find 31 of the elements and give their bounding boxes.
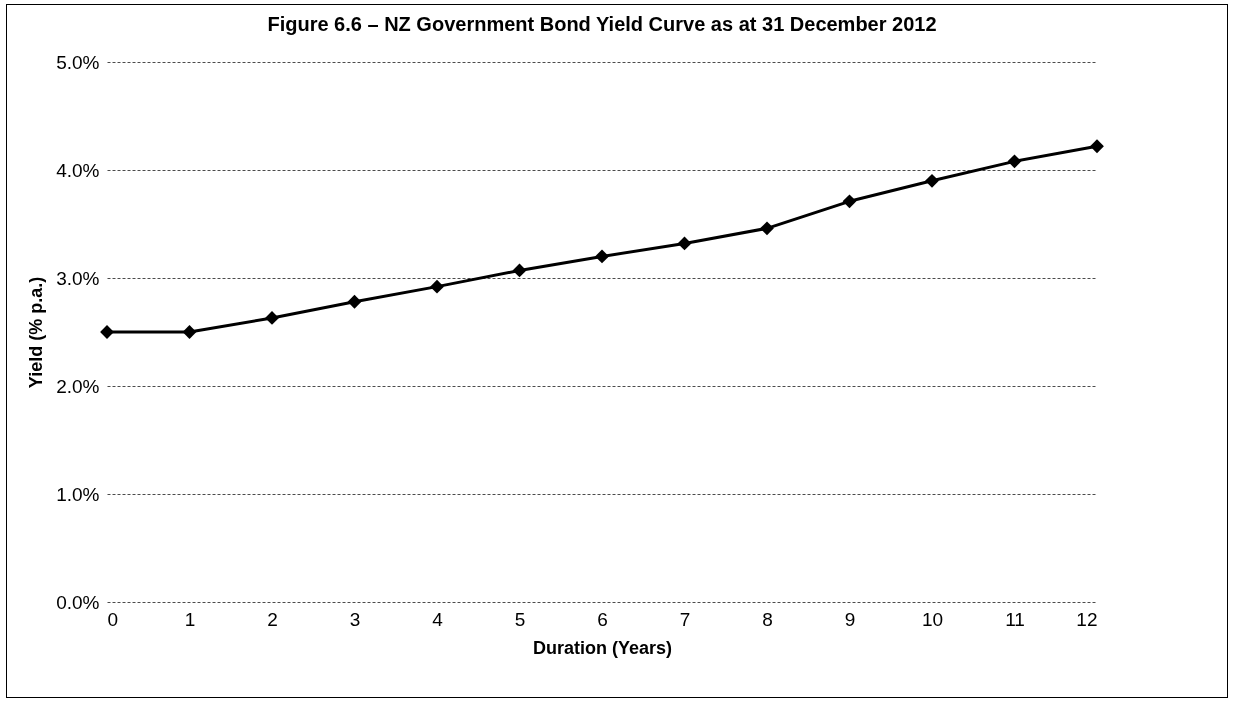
y-tick-label: 2.0% [56,375,100,397]
x-tick-label: 8 [762,608,773,630]
point [430,279,444,294]
x-tick-label: 1 [184,608,196,630]
point [595,249,609,264]
point [347,294,362,309]
y-tick-label: 3.0% [56,267,100,289]
point [1090,139,1104,154]
chart-title: Figure 6.6 – NZ Government Bond Yield Curve as at 31 December 2012 [267,13,937,35]
x-tick-label: 0 [107,608,119,630]
x-tick-label: 2 [267,608,278,630]
x-tick-label: 4 [432,608,444,630]
x-tick-label: 11 [1005,608,1025,630]
y-tick-label: 5.0% [56,51,100,73]
y-tick-label: 0.0% [56,591,100,613]
y-tick-label: 4.0% [56,159,100,181]
point [842,194,857,209]
point [182,325,197,339]
x-tick-label: 3 [349,608,361,630]
y-tick-label: 1.0% [56,483,100,505]
point [1007,154,1022,169]
x-tick-label: 6 [597,608,608,630]
x-tick-label: 9 [844,608,856,630]
x-tick-label: 10 [921,608,944,630]
point [760,221,774,236]
y-axis-title: Yield (% p.a.) [26,276,47,389]
x-tick-label: 7 [679,608,691,630]
x-tick-label: 12 [1076,608,1098,630]
point [925,173,939,188]
x-tick-label: 5 [514,608,526,630]
x-axis-title: Duration (Years) [532,637,673,658]
